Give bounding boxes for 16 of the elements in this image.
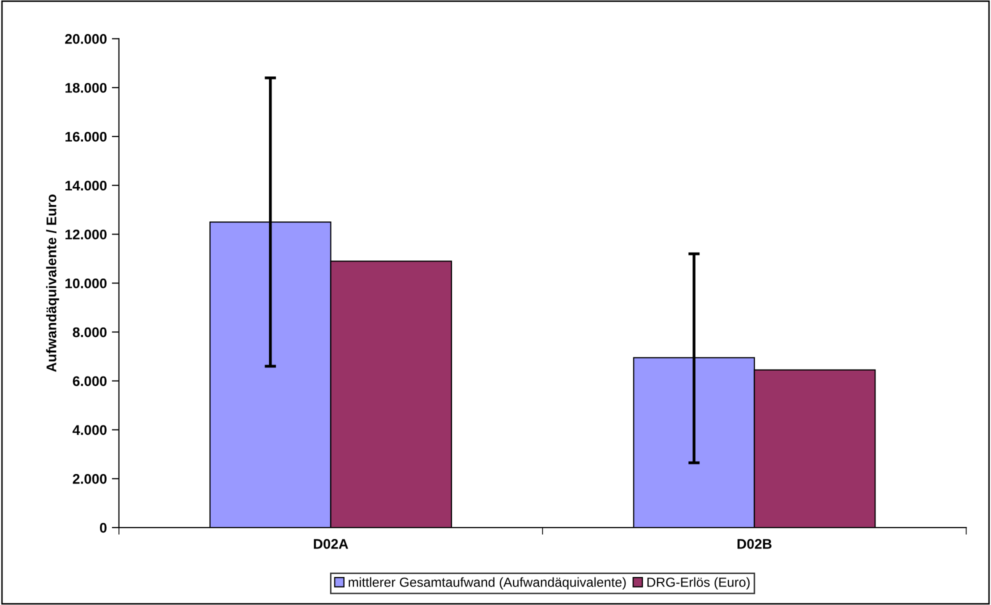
y-tick-label: 12.000 [66,230,107,240]
y-tick-label: 2.000 [72,474,107,484]
y-tick-label: 16.000 [66,132,107,142]
y-tick-label: 0 [100,522,107,533]
x-tick-label: D02A [314,539,348,549]
y-tick-label: 4.000 [72,425,107,435]
x-tick-label: D02B [738,539,772,549]
y-tick-label: 10.000 [66,278,107,288]
y-tick-label: 20.000 [65,34,107,44]
legend-label: DRG-Erlös (Euro) [647,577,750,590]
legend-label: mittlerer Gesamtaufwand (Aufwandäquivalente) [348,577,626,590]
y-axis-title: Aufwandäquivalente / Euro [46,194,60,372]
y-tick-label: 8.000 [72,327,107,338]
y-tick-label: 18.000 [66,82,107,93]
y-tick-label: 14.000 [66,180,107,191]
y-tick-label: 6.000 [72,376,107,386]
